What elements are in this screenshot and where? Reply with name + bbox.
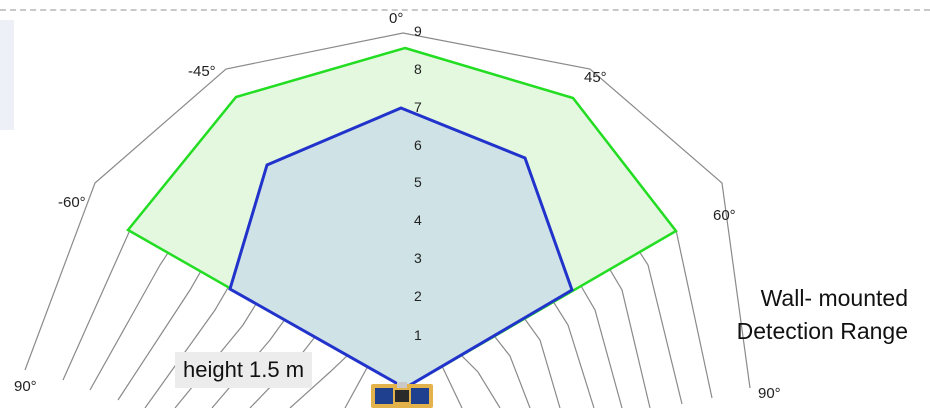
angle-label-minus-45: -45° <box>188 63 216 80</box>
angle-label-minus-60: -60° <box>58 194 86 211</box>
mount-height-label: height 1.5 m <box>175 352 313 388</box>
sensor-icon <box>371 382 433 408</box>
ring-label-1: 1 <box>414 327 422 343</box>
ring-label-7: 7 <box>414 99 422 115</box>
caption-line-2: Detection Range <box>736 318 908 344</box>
grid-ring-9 <box>24 32 751 389</box>
ring-label-3: 3 <box>414 250 422 266</box>
angle-label-plus-60: 60° <box>713 207 736 224</box>
angle-label-minus-90: 90° <box>14 378 37 395</box>
ring-label-8: 8 <box>414 61 422 77</box>
ring-label-6: 6 <box>414 137 422 153</box>
angle-label-plus-45: 45° <box>584 69 607 86</box>
side-panel <box>0 20 14 130</box>
angle-label-0: 0° <box>389 10 403 27</box>
ring-label-5: 5 <box>414 174 422 190</box>
angle-label-plus-90: 90° <box>758 385 781 402</box>
ring-label-4: 4 <box>414 212 422 228</box>
ring-label-2: 2 <box>414 288 422 304</box>
caption-line-1: Wall- mounted <box>760 285 908 311</box>
top-dashed-divider <box>0 9 930 11</box>
ring-label-9: 9 <box>414 23 422 39</box>
wall-mounted-caption: Wall- mounted Detection Range <box>737 282 908 348</box>
